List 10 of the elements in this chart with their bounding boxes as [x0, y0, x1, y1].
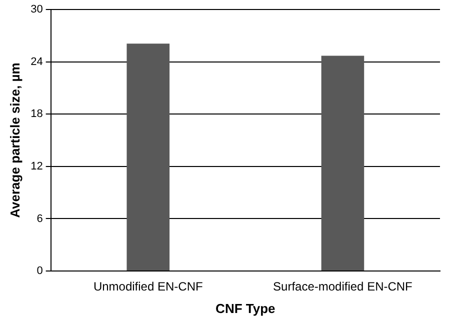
x-tick-label: Surface-modified EN-CNF	[273, 280, 412, 294]
y-axis-title: Average particle size, µm	[7, 62, 22, 218]
y-tick-label: 6	[36, 212, 43, 225]
x-axis-title: CNF Type	[216, 300, 276, 316]
y-tick-label: 0	[36, 265, 43, 278]
x-tick-label: Unmodified EN-CNF	[93, 280, 203, 294]
y-tick-label: 30	[30, 4, 43, 16]
y-tick-label: 18	[30, 108, 43, 120]
y-tick-label: 12	[30, 160, 43, 172]
y-tick-label: 24	[30, 56, 43, 68]
